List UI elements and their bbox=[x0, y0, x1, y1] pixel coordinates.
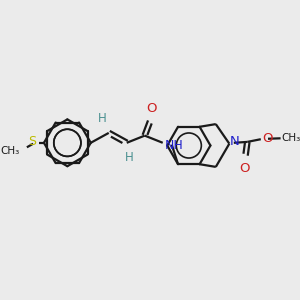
Text: N: N bbox=[230, 135, 240, 148]
Text: O: O bbox=[262, 132, 273, 145]
Text: O: O bbox=[239, 162, 250, 175]
Text: NH: NH bbox=[164, 139, 183, 152]
Text: S: S bbox=[28, 135, 36, 148]
Text: H: H bbox=[125, 151, 134, 164]
Text: H: H bbox=[98, 112, 107, 125]
Text: CH₃: CH₃ bbox=[281, 133, 300, 143]
Text: CH₃: CH₃ bbox=[0, 146, 20, 156]
Text: O: O bbox=[146, 102, 156, 115]
